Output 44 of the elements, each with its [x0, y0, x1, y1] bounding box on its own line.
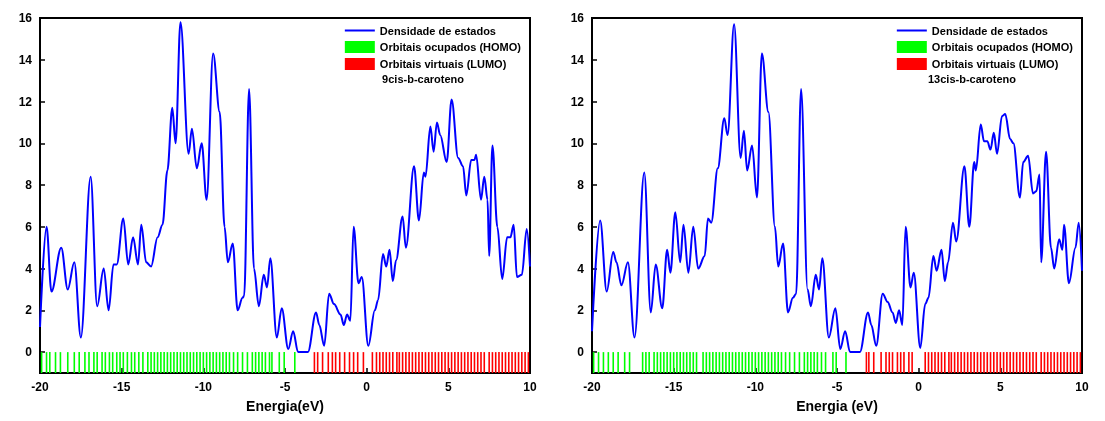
x-tick-label: -20	[583, 380, 601, 394]
legend-label: Densidade de estados	[379, 24, 496, 37]
y-tick-label: 16	[570, 11, 585, 25]
y-tick-label: 0	[577, 345, 585, 360]
x-tick-label: -10	[194, 380, 213, 394]
x-axis-title: Energia (eV)	[796, 398, 878, 414]
y-tick-label: 0	[25, 345, 33, 360]
y-tick-label: 10	[570, 136, 585, 151]
y-tick-label: 6	[25, 219, 33, 234]
x-tick-label: 0	[915, 380, 923, 394]
annotation: 13cis-b-caroteno	[927, 72, 1017, 85]
y-tick-label: 12	[18, 94, 33, 109]
y-tick-label: 4	[577, 261, 585, 276]
x-tick-label: 5	[444, 380, 452, 394]
line-series	[591, 23, 1083, 354]
legend-label: Orbitais ocupados (HOMO)	[931, 41, 1074, 53]
legend-label: Orbitais virtuais (LUMO)	[379, 58, 507, 70]
x-tick-label: -10	[746, 380, 765, 394]
x-tick-label: -5	[831, 380, 843, 394]
y-tick-label: 14	[18, 52, 33, 67]
y-tick-label: 2	[577, 303, 585, 318]
x-tick-label: 10	[523, 380, 537, 394]
y-tick-label: 8	[25, 178, 33, 193]
y-tick-label: 16	[18, 11, 33, 25]
legend-label: Orbitais virtuais (LUMO)	[931, 58, 1059, 70]
y-tick-label: 4	[25, 261, 33, 276]
x-tick-label: -5	[279, 380, 291, 394]
y-tick-label: 8	[577, 178, 585, 193]
line-series	[39, 21, 531, 354]
y-tick-label: 6	[577, 219, 585, 234]
x-tick-label: 0	[363, 380, 371, 394]
legend-label: Orbitais ocupados (HOMO)	[379, 41, 522, 53]
y-tick-label: 10	[18, 136, 33, 151]
annotation: 9cis-b-caroteno	[382, 72, 465, 85]
x-tick-label: -15	[664, 380, 683, 394]
y-tick-label: 2	[25, 303, 33, 318]
x-tick-label: 10	[1075, 380, 1089, 394]
x-tick-label: -15	[112, 380, 131, 394]
x-axis-title: Energia(eV)	[246, 398, 324, 414]
y-tick-label: 14	[570, 52, 585, 67]
y-tick-label: 12	[570, 94, 585, 109]
x-tick-label: 5	[996, 380, 1004, 394]
legend-label: Densidade de estados	[931, 24, 1048, 37]
x-tick-label: -20	[31, 380, 49, 394]
